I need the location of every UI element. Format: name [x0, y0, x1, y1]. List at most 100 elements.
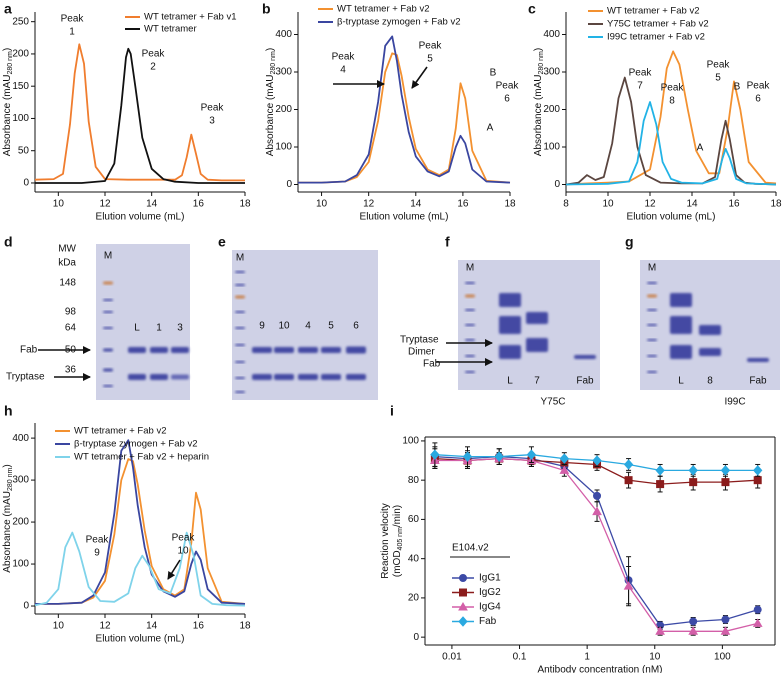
panel-letter: b — [262, 1, 271, 17]
y-tick-label: 0 — [413, 632, 419, 643]
annotation: Peak — [172, 533, 196, 544]
x-tick-label: 10 — [649, 652, 661, 663]
marker — [689, 617, 698, 626]
y-tick-label: 100 — [12, 559, 29, 570]
annotation: 8 — [669, 96, 675, 107]
gel-band — [252, 374, 272, 380]
y-tick-label: 0 — [23, 601, 29, 612]
y-tick-label: 150 — [12, 81, 29, 92]
gel-band — [128, 374, 146, 380]
gel-band — [252, 347, 272, 353]
x-tick-label: 10 — [602, 199, 614, 210]
gel-band — [465, 324, 475, 326]
annotation: Peak — [747, 81, 771, 92]
lane-label: M — [648, 263, 656, 274]
series-line — [298, 52, 511, 184]
lane-group-label: I99C — [724, 397, 745, 408]
annotation: B — [490, 68, 497, 79]
lane-label: L — [507, 376, 513, 387]
y-tick-label: 200 — [275, 104, 292, 115]
series-line — [565, 76, 777, 186]
y-tick-label: 400 — [543, 29, 560, 40]
gel-band — [465, 371, 475, 373]
marker — [623, 459, 634, 470]
gel-band — [103, 281, 113, 285]
x-tick-label: 100 — [714, 652, 731, 663]
series-line — [34, 43, 245, 182]
legend-label: IgG1 — [479, 573, 501, 584]
panel-c: c 0 100 200 300 400 8 10 12 14 16 18 Elution volume … — [528, 1, 782, 223]
y-axis-label: Absorbance (mAU280 nm) — [2, 464, 14, 572]
gel-band — [321, 347, 341, 353]
legend-marker — [459, 574, 467, 582]
x-axis-label: Elution volume (mL) — [360, 212, 449, 223]
gel-band — [103, 368, 113, 372]
legend-label: WT tetramer — [144, 24, 197, 35]
band-label: Tryptase — [6, 372, 45, 383]
gel-band — [298, 374, 318, 380]
gel-band — [647, 371, 657, 373]
gel-band — [103, 385, 113, 387]
series-line — [35, 47, 245, 184]
y-tick-label: 0 — [23, 178, 29, 189]
annotation: 6 — [504, 94, 510, 105]
lane-label: M — [104, 251, 112, 262]
lane-label: Fab — [576, 376, 594, 387]
marker — [656, 480, 665, 489]
y-tick-label: 300 — [275, 67, 292, 78]
y-tick-label: 50 — [18, 145, 30, 156]
annotation: 9 — [94, 548, 100, 559]
arrow — [167, 559, 181, 580]
x-tick-label: 16 — [193, 621, 205, 632]
lane-label: 9 — [259, 321, 265, 332]
series-line — [35, 439, 246, 605]
gel-band — [670, 345, 692, 359]
x-tick-label: 18 — [239, 199, 251, 210]
gel-band — [235, 344, 245, 346]
marker — [593, 491, 602, 500]
marker — [430, 449, 440, 460]
legend-label: I99C tetramer + Fab v2 — [607, 32, 705, 43]
gel-band — [465, 282, 475, 284]
x-axis-label: Elution volume (mL) — [627, 212, 716, 223]
y-tick-label: 80 — [408, 475, 420, 486]
gel-band — [235, 284, 245, 286]
gel-band — [526, 312, 548, 324]
x-tick-label: 16 — [728, 199, 740, 210]
annotation: 6 — [755, 94, 761, 105]
marker — [721, 615, 730, 624]
y-tick-label: 200 — [543, 104, 560, 115]
gel-band — [574, 355, 596, 359]
marker — [655, 465, 665, 476]
mw-label: 98 — [65, 307, 77, 318]
y-axis-label-part: ) — [2, 464, 13, 467]
annotation: 5 — [715, 73, 721, 84]
lane-label: M — [236, 253, 244, 264]
y-axis-label-part: ) — [533, 48, 544, 51]
y-tick-label: 20 — [408, 593, 420, 604]
panel-letter: f — [445, 234, 450, 250]
x-tick-label: 18 — [770, 199, 782, 210]
panel-letter: e — [218, 234, 226, 250]
y-tick-label: 100 — [543, 142, 560, 153]
marker — [689, 478, 698, 487]
legend-label: IgG2 — [479, 587, 501, 598]
y-axis-label: Absorbance (mAU280 nm) — [2, 48, 14, 156]
lane-label: 5 — [328, 321, 334, 332]
gel-band — [235, 271, 245, 273]
y-axis-label-part: 280 nm — [270, 51, 277, 75]
lane-label: 3 — [177, 323, 183, 334]
lane-label: L — [678, 376, 684, 387]
marker — [753, 605, 762, 614]
gel-band — [647, 282, 657, 284]
panel-b: b 0 100 200 300 400 10 12 14 16 18 Elution volume (… — [262, 1, 519, 223]
marker — [720, 465, 731, 476]
marker — [753, 476, 762, 485]
y-tick-label: 250 — [12, 16, 29, 27]
gel-band — [274, 347, 294, 353]
gel-band — [103, 327, 113, 329]
lane-label: 1 — [156, 323, 162, 334]
legend-label: β-tryptase zymogen + Fab v2 — [337, 17, 460, 28]
gel-band — [647, 324, 657, 326]
